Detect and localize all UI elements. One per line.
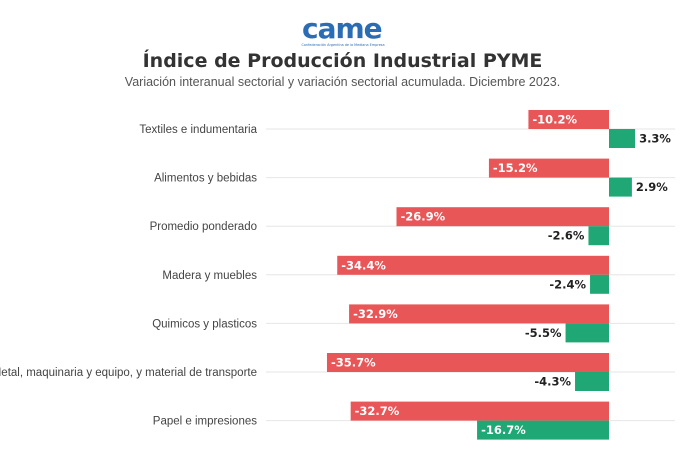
data-label: 2.9% [636,180,668,194]
category-label: Metal, maquinaria y equipo, y material d… [0,367,257,379]
bar [590,274,609,294]
bar [575,372,609,391]
bar [326,353,609,372]
data-label: 3.3% [639,132,671,146]
category-label: Textiles e indumentaria [139,124,257,136]
logo-text: came [302,12,382,45]
bar [337,255,609,275]
bar [565,323,609,343]
data-label: -4.3% [534,375,571,389]
data-label: -2.4% [549,277,586,291]
category-label: Papel e impresiones [153,416,257,428]
data-label: -2.6% [548,229,585,243]
data-label: -32.9% [353,307,398,321]
bar [588,226,609,246]
category-label: Alimentos y bebidas [154,173,257,185]
came-logo: came Confederación Argentina de la Media… [301,12,384,47]
data-label: -5.5% [525,326,562,340]
logo-tagline: Confederación Argentina de la Mediana Em… [301,43,384,47]
category-label: Madera y muebles [162,270,257,282]
data-label: -16.7% [481,423,526,437]
chart-subtitle: Variación interanual sectorial y variaci… [124,75,561,89]
data-label: -15.2% [493,161,538,175]
bar [350,401,609,421]
bar [609,177,632,197]
data-label: -32.7% [355,404,400,418]
bar [349,304,609,324]
data-label: -34.4% [341,258,386,272]
bar [488,158,609,178]
data-label: -35.7% [331,356,376,370]
data-label: -26.9% [400,210,445,224]
data-label: -10.2% [532,113,577,127]
bar [396,207,609,227]
category-label: Promedio ponderado [150,221,257,233]
category-label: Quimicos y plasticos [152,318,257,330]
bar [477,420,609,440]
chart-title: Índice de Producción Industrial PYME [142,50,543,72]
bar [528,110,609,129]
bar [609,129,636,148]
